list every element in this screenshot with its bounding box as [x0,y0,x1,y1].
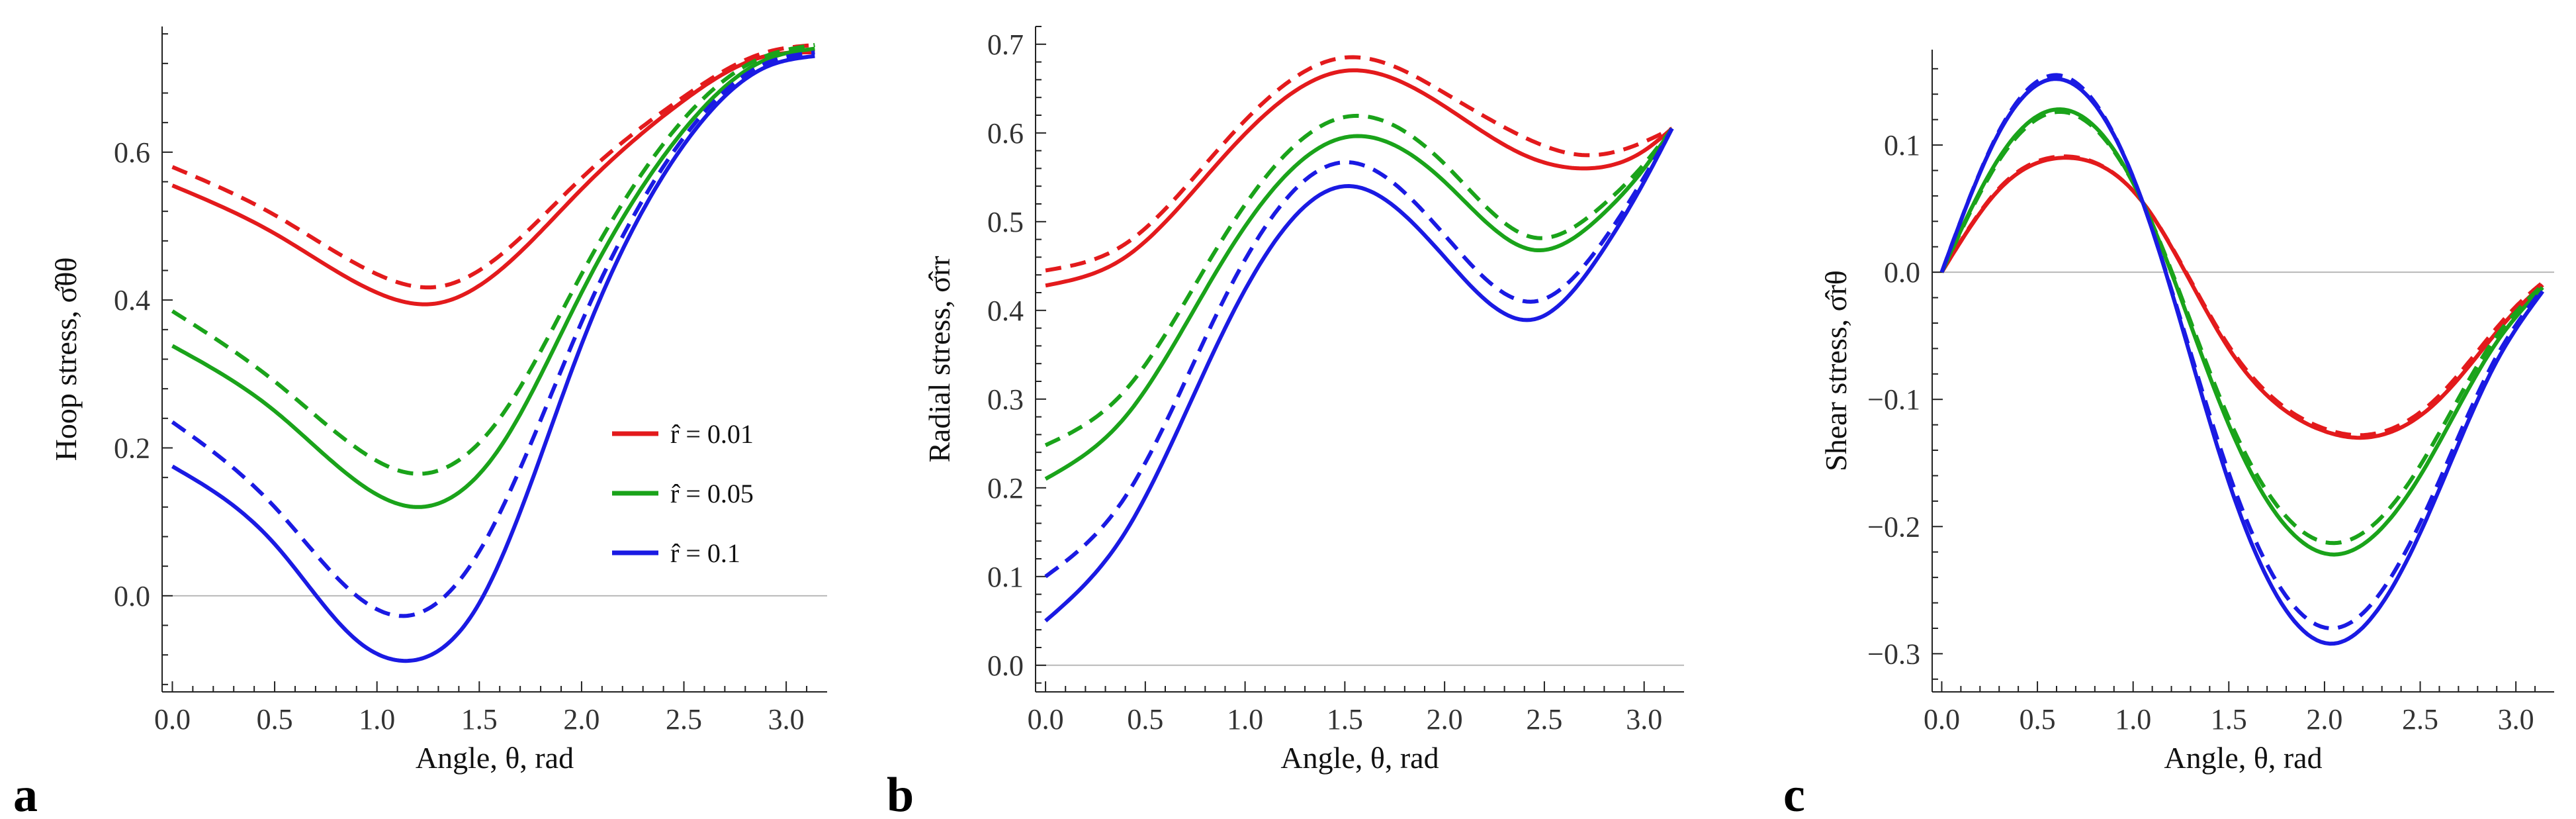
x-tick-label: 3.0 [768,703,805,736]
x-tick-label: 3.0 [1626,703,1662,736]
y-tick-label: 0.6 [987,117,1024,150]
x-tick-label: 1.5 [1327,703,1363,736]
series-line [171,42,815,290]
series-line [1939,154,2544,438]
y-tick-label: −0.2 [1867,510,1920,543]
x-axis-label: Angle, θ, rad [1280,741,1439,775]
panel-b: 0.0 0.5 1.0 1.5 2.0 2.5 3.0 0.0 0.1 0.2 0.3 0.4 0.5 0… [887,26,1684,819]
legend-label: r̂ = 0.1 [670,538,740,568]
y-tick-label: −0.1 [1867,383,1920,416]
x-tick-label: 1.0 [1227,703,1263,736]
panel-c: 0.0 0.5 1.0 1.5 2.0 2.5 3.0 −0.3 −0.2 −0.1 0.0 0.1 A… [1783,50,2554,819]
y-tick-label: 0.7 [987,28,1024,61]
x-tick-label: 0.5 [1127,703,1163,736]
series-line [171,42,815,476]
y-tick-label: 0.2 [987,472,1024,505]
x-axis-label: Angle, θ, rad [416,741,574,775]
y-tick-label: 0.0 [114,580,150,612]
y-tick-label: 0.1 [1884,129,1920,162]
series-line [1045,68,1673,288]
series-line [1939,156,2544,440]
series-line [171,46,815,509]
x-axis-label: Angle, θ, rad [2164,741,2322,775]
x-tick-label: 0.0 [154,703,191,736]
x-tick-label: 2.0 [1427,703,1463,736]
y-tick-label: 0.2 [114,432,150,465]
x-tick-label: 3.0 [2498,703,2534,736]
x-tick-label: 0.5 [2020,703,2056,736]
y-axis-label: Shear stress, σ̂rθ [1819,270,1853,471]
series-line [171,50,815,618]
legend-label: r̂ = 0.01 [670,419,754,449]
legend-label: r̂ = 0.05 [670,479,754,508]
panel-letter: c [1783,768,1805,819]
series-line [171,50,815,307]
series-line [1044,113,1674,448]
x-tick-label: 1.5 [2211,703,2247,736]
series-line [1045,55,1673,273]
y-tick-label: 0.4 [114,284,150,316]
y-tick-label: 0.3 [987,383,1024,416]
y-tick-label: 0.1 [987,561,1024,593]
y-tick-label: 0.4 [987,295,1024,327]
x-tick-label: 0.0 [1924,703,1960,736]
series-line [1939,73,2545,630]
y-axis-label: Hoop stress, σ̂θθ [49,258,83,461]
x-tick-label: 2.0 [563,703,600,736]
legend: r̂ = 0.01 r̂ = 0.05 r̂ = 0.1 [612,419,754,568]
x-tick-label: 2.5 [1526,703,1562,736]
y-tick-label: 0.6 [114,136,150,169]
y-tick-label: 0.0 [987,650,1024,682]
series-line [1939,109,2544,546]
x-tick-label: 2.5 [2402,703,2438,736]
series-line [1044,127,1674,481]
y-tick-label: 0.5 [987,206,1024,238]
panel-letter: a [13,768,38,819]
series-line [1044,127,1674,623]
series-line [1939,107,2544,557]
x-tick-label: 1.0 [2115,703,2151,736]
x-tick-label: 0.5 [257,703,293,736]
series-line [1044,127,1674,579]
x-tick-label: 2.5 [666,703,702,736]
y-tick-label: 0.0 [1884,256,1920,289]
panel-letter: b [887,768,914,819]
x-tick-label: 1.5 [461,703,498,736]
panel-a: 0.0 0.5 1.0 1.5 2.0 2.5 3.0 0.0 0.2 0.4 0.6 Angle, … [13,26,827,819]
x-tick-label: 1.0 [359,703,395,736]
y-tick-label: −0.3 [1867,638,1920,670]
x-tick-label: 0.0 [1028,703,1064,736]
y-axis-label: Radial stress, σ̂rr [922,256,956,462]
x-tick-label: 2.0 [2306,703,2342,736]
series-line [171,54,815,663]
